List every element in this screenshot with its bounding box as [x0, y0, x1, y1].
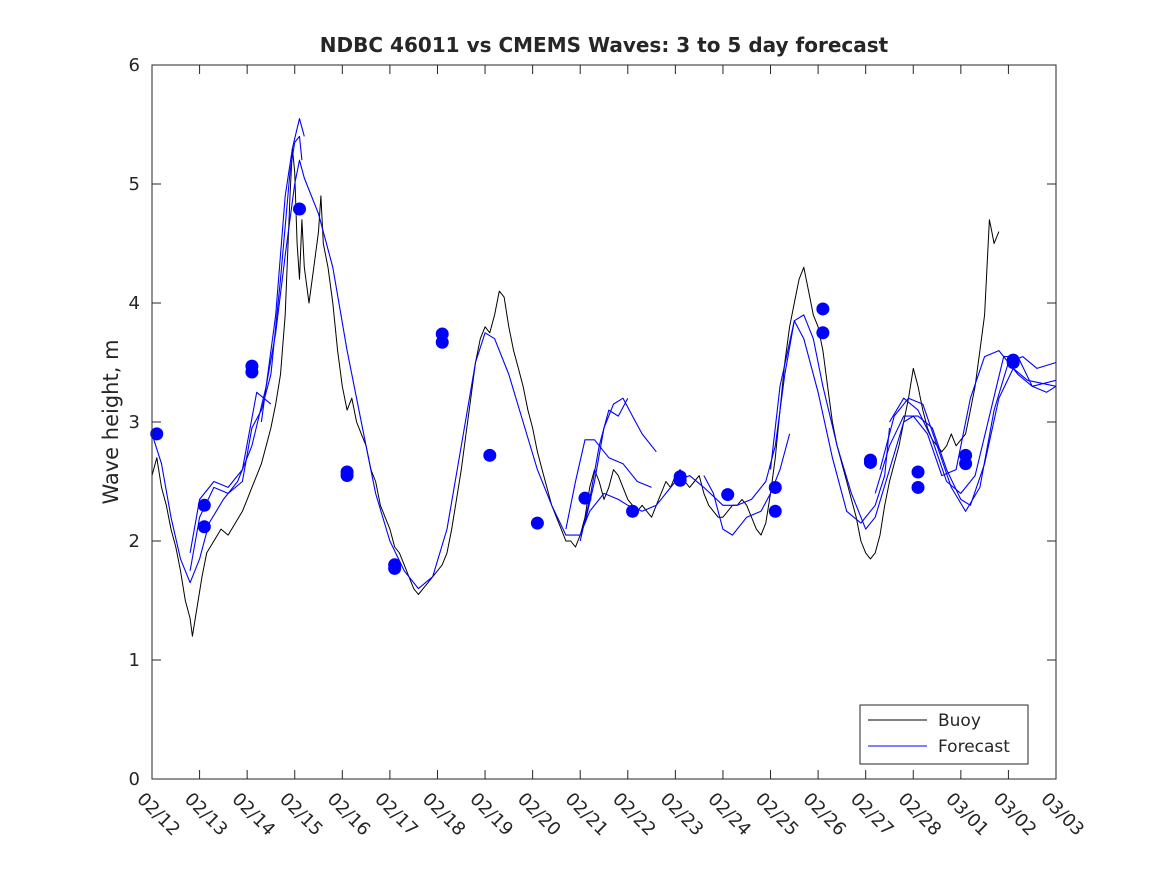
forecast-start-marker: [816, 302, 830, 316]
forecast-start-marker: [768, 480, 782, 494]
forecast-start-marker: [1006, 356, 1020, 369]
forecast-start-marker: [673, 473, 687, 487]
forecast-start-marker: [626, 504, 640, 518]
y-tick-label: 4: [129, 293, 140, 314]
legend: Buoy Forecast: [859, 704, 1029, 765]
forecast-series-line-11: [889, 356, 1057, 494]
forecast-series-line-5: [565, 439, 652, 530]
forecast-start-marker: [530, 516, 544, 530]
y-tick-label: 0: [129, 769, 140, 790]
axes-background: [152, 65, 1056, 779]
forecast-series-line-2: [189, 135, 303, 571]
forecast-start-marker: [911, 480, 925, 494]
forecast-series-line-6: [584, 397, 657, 524]
forecast-start-marker: [197, 498, 211, 512]
y-tick-label: 5: [129, 174, 140, 195]
forecast-start-marker: [483, 448, 497, 462]
legend-box: [859, 704, 1029, 765]
forecast-start-marker: [150, 427, 164, 441]
forecast-start-marker: [578, 491, 592, 505]
forecast-series-line-4: [260, 118, 305, 423]
forecast-start-marker: [197, 520, 211, 534]
y-tick-label: 1: [129, 650, 140, 671]
forecast-series-line-7: [579, 397, 629, 542]
y-tick-label: 2: [129, 531, 140, 552]
forecast-series-line-1: [151, 159, 1057, 590]
forecast-start-marker: [292, 202, 306, 216]
legend-label-buoy: Buoy: [938, 711, 981, 731]
legend-label-forecast: Forecast: [938, 737, 1010, 757]
forecast-series-line-10: [879, 356, 1057, 512]
forecast-start-marker: [340, 469, 354, 483]
y-tick-label: 3: [129, 412, 140, 433]
forecast-start-marker: [388, 561, 402, 575]
forecast-start-marker: [435, 335, 449, 349]
forecast-start-marker: [245, 365, 259, 379]
forecast-start-marker: [911, 465, 925, 479]
axes-frame: [151, 64, 1057, 780]
forecast-start-marker: [959, 457, 973, 471]
forecast-start-marker: [863, 455, 877, 469]
chart-title: NDBC 46011 vs CMEMS Waves: 3 to 5 day fo…: [320, 33, 889, 57]
forecast-series-line-8: [703, 433, 791, 536]
forecast-start-marker: [816, 326, 830, 340]
y-tick-label: 6: [129, 55, 140, 76]
plot-area: [150, 118, 1057, 637]
forecast-series-line-12: [769, 320, 891, 524]
forecast-series-line-3: [189, 391, 272, 553]
forecast-start-marker: [721, 488, 735, 502]
y-axis-label: Wave height, m: [99, 339, 123, 504]
forecast-start-marker: [768, 504, 782, 518]
